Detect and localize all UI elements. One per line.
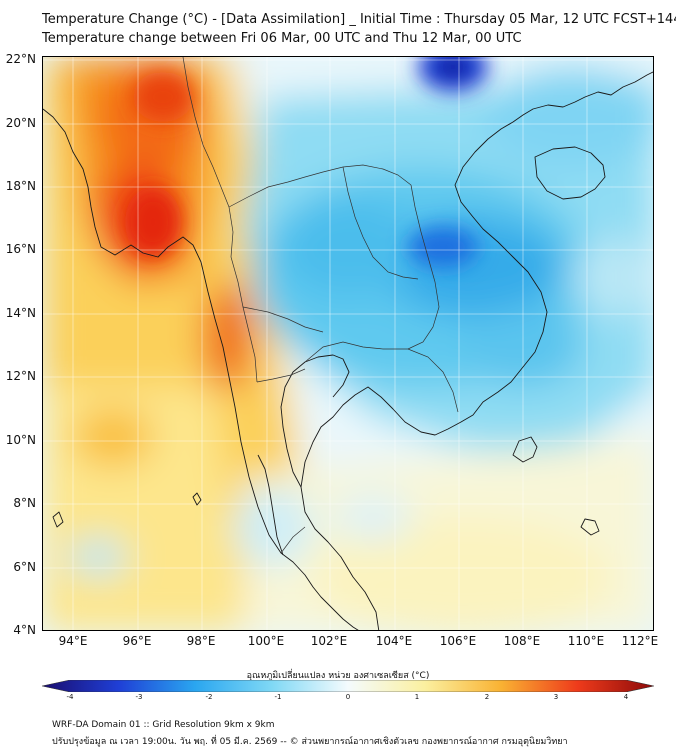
- colorbar-tick: -3: [135, 693, 143, 701]
- lon-label-94e: 94°E: [58, 634, 88, 648]
- lat-label-16n: 16°N: [5, 242, 36, 256]
- lon-label-98e: 98°E: [186, 634, 216, 648]
- lat-label-18n: 18°N: [5, 179, 36, 193]
- lon-label-96e: 96°E: [122, 634, 152, 648]
- lon-label-102e: 102°E: [310, 634, 348, 648]
- lon-label-100e: 100°E: [247, 634, 285, 648]
- colorbar-tick: 2: [484, 693, 490, 701]
- map-title-line1: Temperature Change (°C) - [Data Assimila…: [42, 12, 676, 27]
- lon-label-108e: 108°E: [503, 634, 541, 648]
- lat-label-22n: 22°N: [5, 52, 36, 66]
- colorbar-tick: 4: [623, 693, 629, 701]
- map-canvas: [43, 57, 653, 630]
- colorbar-label: อุณหภูมิเปลี่ยนแปลง หน่วย องศาเซลเซียส (…: [246, 671, 430, 681]
- lat-label-10n: 10°N: [5, 433, 36, 447]
- footer-update-credit: ปรับปรุงข้อมูล ณ เวลา 19:00น. วัน พฤ. ที…: [52, 737, 568, 747]
- colorbar-tick: 3: [553, 693, 559, 701]
- temperature-field: [43, 57, 653, 630]
- colorbar-tick: 1: [414, 693, 420, 701]
- lon-label-104e: 104°E: [375, 634, 413, 648]
- colorbar-tick: -2: [205, 693, 213, 701]
- country-borders: [182, 57, 459, 554]
- colorbar-tick: 0: [345, 693, 351, 701]
- lat-label-12n: 12°N: [5, 369, 36, 383]
- lat-label-20n: 20°N: [5, 116, 36, 130]
- footer-grid-info: WRF-DA Domain 01 :: Grid Resolution 9km …: [52, 720, 275, 730]
- colorbar-tick: -4: [66, 693, 74, 701]
- coastlines: [43, 71, 653, 630]
- colorbar-tick: -1: [274, 693, 282, 701]
- lon-label-112e: 112°E: [621, 634, 659, 648]
- map-title-line2: Temperature change between Fri 06 Mar, 0…: [42, 31, 522, 46]
- lat-label-4n: 4°N: [13, 623, 36, 637]
- lat-label-6n: 6°N: [13, 560, 36, 574]
- lon-label-110e: 110°E: [567, 634, 605, 648]
- lat-label-14n: 14°N: [5, 306, 36, 320]
- colorbar: [42, 680, 654, 692]
- temperature-change-map: [42, 56, 654, 631]
- lon-label-106e: 106°E: [439, 634, 477, 648]
- graticule: [43, 57, 653, 630]
- lat-label-8n: 8°N: [13, 496, 36, 510]
